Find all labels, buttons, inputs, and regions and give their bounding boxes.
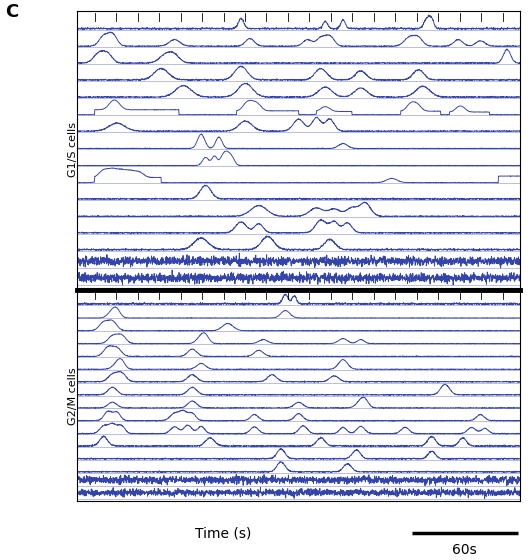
Y-axis label: G2/M cells: G2/M cells xyxy=(68,367,78,425)
Text: Time (s): Time (s) xyxy=(195,526,251,540)
Y-axis label: G1/S cells: G1/S cells xyxy=(68,122,78,178)
Text: C: C xyxy=(5,3,19,21)
Text: 60s: 60s xyxy=(452,543,477,557)
